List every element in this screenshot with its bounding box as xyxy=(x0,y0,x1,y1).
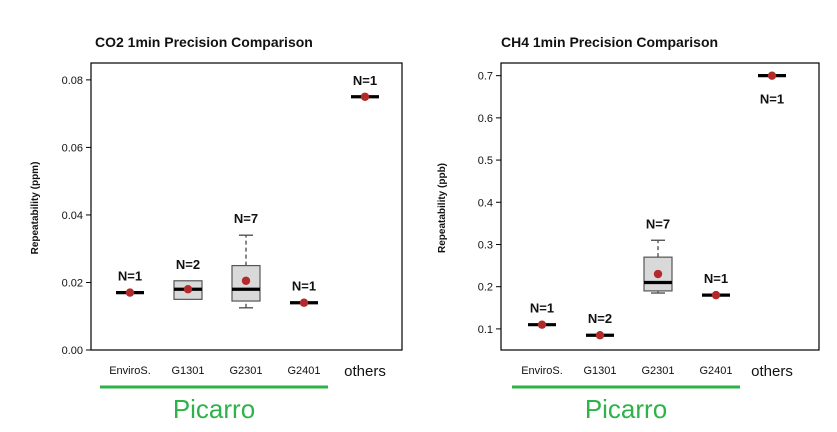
ch4-n-label: N=1 xyxy=(530,301,554,316)
co2-y-tick-label: 0.00 xyxy=(62,345,83,357)
ch4-box-mean-dot xyxy=(595,331,605,340)
co2-boxes: N=1 N=2 N=7 N=1 N=1 xyxy=(116,73,379,309)
ch4-n-label: N=2 xyxy=(588,311,612,326)
ch4-y-axis-label: Repeatability (ppb) xyxy=(437,163,448,253)
co2-box-mean-dot xyxy=(241,276,251,285)
co2-box-mean-dot xyxy=(299,298,309,307)
ch4-y-tick-label: 0.3 xyxy=(478,239,493,251)
ch4-y-tick-label: 0.1 xyxy=(478,324,493,336)
ch4-plot-frame xyxy=(500,62,820,351)
co2-picarro-label: Picarro xyxy=(173,394,255,424)
ch4-y-tick-label: 0.7 xyxy=(478,71,493,83)
ch4-x-category-label: G2401 xyxy=(699,365,732,377)
co2-n-label: N=1 xyxy=(118,269,142,284)
ch4-box-mean-dot xyxy=(767,71,777,80)
ch4-y-tick-label: 0.5 xyxy=(478,155,493,167)
co2-chart-title: CO2 1min Precision Comparison xyxy=(95,34,313,50)
ch4-y-tick-label: 0.6 xyxy=(478,113,493,125)
co2-y-tick-label: 0.08 xyxy=(62,75,83,87)
ch4-n-label: N=7 xyxy=(646,216,670,231)
ch4-picarro-group: Picarro xyxy=(512,385,740,424)
co2-y-axis-label: Repeatability (ppm) xyxy=(30,162,41,255)
co2-x-category-label: EnviroS. xyxy=(109,365,151,377)
ch4-boxes: N=1 N=2 N=7 N=1 N=1 xyxy=(528,71,786,340)
co2-x-category-label: G2301 xyxy=(229,365,262,377)
co2-picarro-group: Picarro xyxy=(100,385,328,424)
co2-categories: EnviroS. G1301 G2301 G2401 others xyxy=(109,363,386,380)
co2-chart: CO2 1min Precision Comparison Repeatabil… xyxy=(30,34,403,424)
ch4-n-label: N=1 xyxy=(704,271,728,286)
ch4-x-category-label: G1301 xyxy=(583,365,616,377)
ch4-categories: EnviroS. G1301 G2301 G2401 others xyxy=(521,363,793,380)
ch4-box-mean-dot xyxy=(711,290,721,300)
ch4-n-label: N=1 xyxy=(760,92,784,107)
ch4-x-category-label: EnviroS. xyxy=(521,365,563,377)
ch4-box-mean-dot xyxy=(653,269,663,279)
co2-y-tick-label: 0.06 xyxy=(62,142,83,154)
ch4-y-tick-label: 0.2 xyxy=(478,282,493,294)
co2-y-ticks: 0.00 0.02 0.04 0.06 0.08 xyxy=(62,75,91,357)
co2-n-label: N=1 xyxy=(353,73,377,88)
co2-plot-frame xyxy=(90,62,403,351)
ch4-y-ticks: 0.1 0.2 0.3 0.4 0.5 0.6 0.7 xyxy=(478,71,501,336)
co2-panel: CO2 1min Precision Comparison Repeatabil… xyxy=(0,0,418,432)
ch4-x-category-label: G2301 xyxy=(641,365,674,377)
ch4-x-category-label: others xyxy=(751,363,793,380)
co2-n-label: N=2 xyxy=(176,257,200,272)
co2-x-category-label: G1301 xyxy=(171,365,204,377)
co2-y-tick-label: 0.04 xyxy=(62,210,83,222)
co2-x-category-label: others xyxy=(344,363,386,380)
ch4-box-mean-dot xyxy=(537,320,547,329)
ch4-panel: CH4 1min Precision Comparison Repeatabil… xyxy=(418,0,837,432)
ch4-y-tick-label: 0.4 xyxy=(478,197,493,209)
co2-n-label: N=1 xyxy=(292,279,316,294)
co2-x-category-label: G2401 xyxy=(287,365,320,377)
co2-y-tick-label: 0.02 xyxy=(62,277,83,289)
co2-box-mean-dot xyxy=(360,92,370,101)
co2-box-mean-dot xyxy=(125,288,135,297)
co2-n-label: N=7 xyxy=(234,211,258,226)
ch4-picarro-label: Picarro xyxy=(585,394,667,424)
ch4-chart-title: CH4 1min Precision Comparison xyxy=(501,34,718,50)
ch4-box-iqr xyxy=(643,256,673,292)
co2-box-mean-dot xyxy=(183,285,193,294)
ch4-chart: CH4 1min Precision Comparison Repeatabil… xyxy=(437,34,820,424)
